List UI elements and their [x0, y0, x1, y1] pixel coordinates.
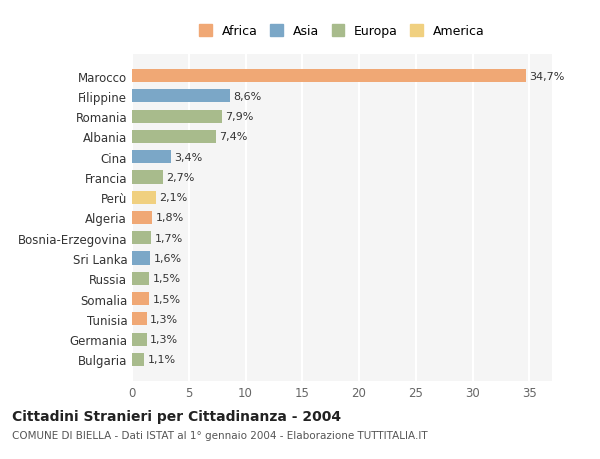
Text: 1,5%: 1,5%	[152, 274, 181, 284]
Text: 8,6%: 8,6%	[233, 92, 261, 102]
Legend: Africa, Asia, Europa, America: Africa, Asia, Europa, America	[193, 19, 491, 45]
Bar	[132, 353, 145, 366]
Text: 1,5%: 1,5%	[152, 294, 181, 304]
Bar	[132, 272, 149, 285]
Bar	[132, 292, 149, 306]
Bar	[132, 313, 147, 326]
Bar	[132, 232, 151, 245]
Text: 7,4%: 7,4%	[220, 132, 248, 142]
Bar	[132, 212, 152, 224]
Text: 34,7%: 34,7%	[529, 72, 565, 81]
Bar	[132, 70, 526, 83]
Text: 1,1%: 1,1%	[148, 355, 176, 364]
Text: 1,3%: 1,3%	[150, 314, 178, 324]
Bar	[132, 130, 216, 144]
Text: 1,8%: 1,8%	[156, 213, 184, 223]
Bar	[132, 333, 147, 346]
Text: 2,1%: 2,1%	[159, 193, 187, 203]
Text: Cittadini Stranieri per Cittadinanza - 2004: Cittadini Stranieri per Cittadinanza - 2…	[12, 409, 341, 423]
Text: 1,3%: 1,3%	[150, 334, 178, 344]
Bar	[132, 252, 150, 265]
Text: COMUNE DI BIELLA - Dati ISTAT al 1° gennaio 2004 - Elaborazione TUTTITALIA.IT: COMUNE DI BIELLA - Dati ISTAT al 1° genn…	[12, 431, 428, 440]
Text: 2,7%: 2,7%	[166, 173, 194, 183]
Text: 7,9%: 7,9%	[225, 112, 253, 122]
Bar	[132, 110, 221, 123]
Bar	[132, 151, 170, 164]
Bar	[132, 90, 230, 103]
Text: 3,4%: 3,4%	[174, 152, 202, 162]
Text: 1,6%: 1,6%	[154, 253, 182, 263]
Bar	[132, 191, 156, 204]
Text: 1,7%: 1,7%	[155, 233, 183, 243]
Bar	[132, 171, 163, 184]
